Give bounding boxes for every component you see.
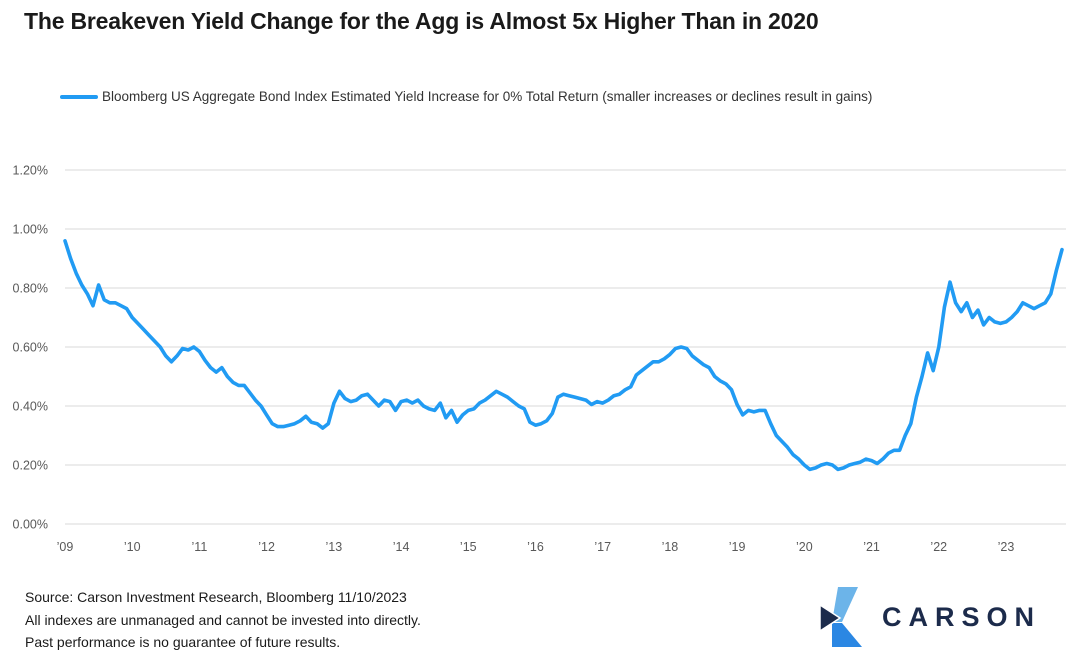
x-axis-tick-label: ’16 xyxy=(527,540,544,554)
carson-logo-mark-icon xyxy=(820,587,862,647)
x-axis-tick-label: ’09 xyxy=(57,540,74,554)
legend-line-swatch xyxy=(60,94,98,99)
x-axis-tick-label: ’23 xyxy=(998,540,1015,554)
y-axis-tick-label: 0.00% xyxy=(13,518,48,532)
footer-disclaimer: Source: Carson Investment Research, Bloo… xyxy=(25,586,421,654)
disclaimer-line-2: Past performance is no guarantee of futu… xyxy=(25,634,341,650)
carson-logo-text: CARSON xyxy=(882,602,1042,632)
logo-bottom-band xyxy=(832,623,862,647)
x-axis-tick-label: ’14 xyxy=(393,540,410,554)
x-axis-tick-label: ’22 xyxy=(930,540,947,554)
x-axis-tick-label: ’12 xyxy=(258,540,275,554)
source-line: Source: Carson Investment Research, Bloo… xyxy=(25,589,407,605)
chart-title: The Breakeven Yield Change for the Agg i… xyxy=(24,8,819,34)
line-chart: 0.00% 0.20% 0.40% 0.60% 0.80% 1.00% 1.20% ’09 ’1… xyxy=(13,164,1066,554)
y-axis-tick-label: 1.20% xyxy=(13,164,48,178)
legend: Bloomberg US Aggregate Bond Index Estima… xyxy=(60,89,1070,104)
x-axis-tick-label: ’19 xyxy=(729,540,746,554)
x-axis-tick-label: ’10 xyxy=(124,540,141,554)
logo-top-band xyxy=(832,587,858,622)
y-axis-tick-label: 1.00% xyxy=(13,223,48,237)
y-axis-tick-label: 0.80% xyxy=(13,282,48,296)
x-axis-tick-label: ’13 xyxy=(326,540,343,554)
legend-label: Bloomberg US Aggregate Bond Index Estima… xyxy=(102,89,873,104)
disclaimer-line-1: All indexes are unmanaged and cannot be … xyxy=(25,611,421,628)
carson-logo: CARSON xyxy=(820,586,1041,648)
series-line xyxy=(63,239,1064,472)
y-axis-tick-label: 0.60% xyxy=(13,341,48,355)
x-axis-tick-label: ’21 xyxy=(863,540,880,554)
y-axis-tick-label: 0.40% xyxy=(13,400,48,414)
x-axis-tick-label: ’20 xyxy=(796,540,813,554)
y-axis-tick-label: 0.20% xyxy=(13,459,48,473)
x-axis-tick-label: ’17 xyxy=(594,540,611,554)
logo-arrow-triangle xyxy=(820,604,842,632)
x-axis-tick-label: ’15 xyxy=(460,540,477,554)
x-axis-tick-label: ’11 xyxy=(192,540,208,554)
x-axis-tick-label: ’18 xyxy=(662,540,679,554)
